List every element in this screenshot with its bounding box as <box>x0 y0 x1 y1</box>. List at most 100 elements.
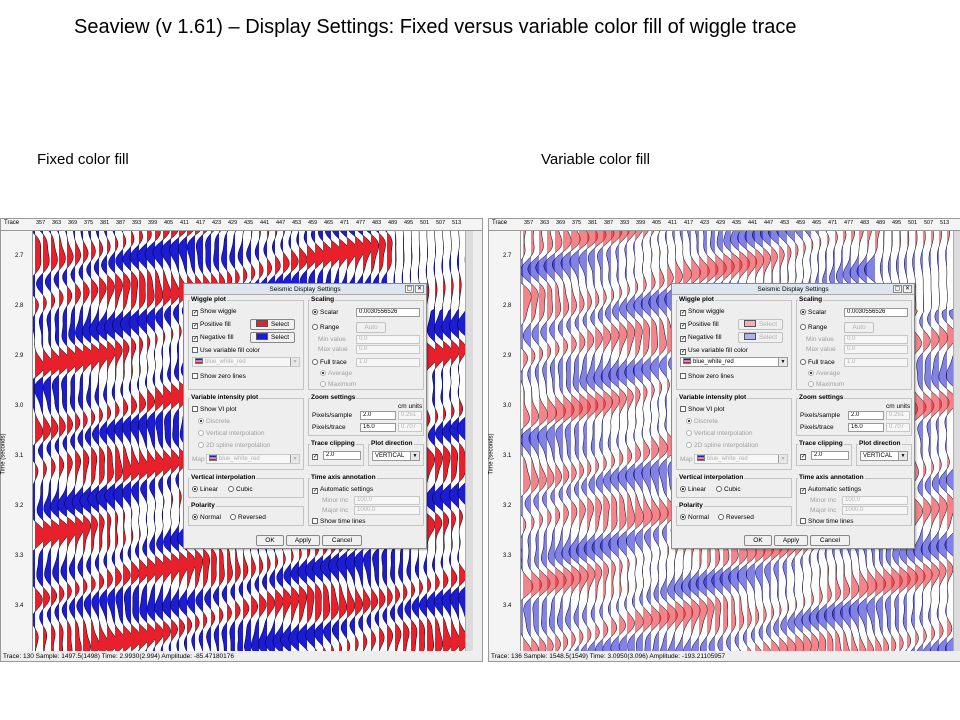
discrete-radio[interactable]: Discrete <box>686 418 718 425</box>
range-radio[interactable]: Range <box>800 324 827 331</box>
trace-tick-label: 405 <box>164 220 174 226</box>
vertical-interp-radio[interactable]: Vertical interpolation <box>198 430 265 437</box>
min-value-input[interactable]: 0.0 <box>844 335 908 344</box>
close-icon[interactable]: ✕ <box>903 285 912 293</box>
pixels-trace-input[interactable]: 16.0 <box>360 423 396 432</box>
maximize-icon[interactable]: ▢ <box>893 285 902 293</box>
plot-direction-select[interactable]: VERTICAL ▼ <box>860 451 908 461</box>
show-time-lines-checkbox[interactable]: Show time lines <box>312 518 366 525</box>
minor-inc-input[interactable]: 100.0 <box>354 496 420 505</box>
show-vi-checkbox[interactable]: Show VI plot <box>680 406 725 413</box>
trace-clipping-input[interactable]: 2.0 <box>323 451 361 460</box>
show-zero-lines-checkbox[interactable]: Show zero lines <box>192 373 246 380</box>
fill-colormap-select[interactable]: blue_white_red ▼ <box>680 357 788 367</box>
show-zero-lines-checkbox[interactable]: Show zero lines <box>680 373 734 380</box>
scalar-input[interactable]: 0.0030556526 <box>356 308 420 317</box>
pixels-sample-cm-input[interactable]: 0.251 <box>886 411 910 420</box>
vi-colormap-select[interactable]: blue_white_red ▼ <box>206 454 300 464</box>
normal-radio[interactable]: Normal <box>192 514 221 521</box>
cancel-button[interactable]: Cancel <box>810 535 850 546</box>
show-time-lines-checkbox[interactable]: Show time lines <box>800 518 854 525</box>
trace-clipping-checkbox[interactable]: ✓ <box>800 452 808 460</box>
cubic-radio[interactable]: Cubic <box>228 486 253 493</box>
vertical-scrollbar[interactable] <box>465 231 473 651</box>
vertical-scrollbar[interactable] <box>953 231 960 651</box>
negative-fill-trace <box>152 231 163 651</box>
reversed-radio[interactable]: Reversed <box>718 514 754 521</box>
use-variable-fill-checkbox[interactable]: ✓ Use variable fill color <box>680 347 748 355</box>
negative-fill-checkbox[interactable]: ✓ Negative fill <box>680 334 722 342</box>
use-variable-fill-checkbox[interactable]: Use variable fill color <box>192 347 260 354</box>
full-trace-radio[interactable]: Full trace <box>800 359 835 366</box>
wiggle-trace <box>152 231 174 651</box>
discrete-radio[interactable]: Discrete <box>198 418 230 425</box>
minor-inc-input[interactable]: 100.0 <box>842 496 908 505</box>
min-value-input[interactable]: 0.0 <box>356 335 420 344</box>
full-trace-input[interactable]: 1.0 <box>844 358 908 367</box>
full-trace-radio[interactable]: Full trace <box>312 359 347 366</box>
show-wiggle-checkbox[interactable]: ✓ Show wiggle <box>680 308 725 316</box>
pixels-trace-input[interactable]: 16.0 <box>848 423 884 432</box>
spline-radio[interactable]: 2D spline interpolation <box>686 442 758 449</box>
automatic-settings-checkbox[interactable]: ✓ Automatic settings <box>312 486 373 494</box>
fill-colormap-select[interactable]: blue_white_red ▼ <box>192 357 300 367</box>
positive-fill-select-button[interactable]: Select <box>250 319 295 330</box>
pixels-sample-input[interactable]: 2.0 <box>360 411 396 420</box>
linear-radio[interactable]: Linear <box>680 486 706 493</box>
major-inc-input[interactable]: 1000.0 <box>354 506 420 515</box>
apply-button[interactable]: Apply <box>286 535 320 546</box>
trace-tick-label: 501 <box>420 220 430 226</box>
pixels-trace-cm-input[interactable]: 0.707 <box>886 423 910 432</box>
auto-button[interactable]: Auto <box>356 322 386 333</box>
auto-button[interactable]: Auto <box>844 322 874 333</box>
average-radio[interactable]: Average <box>320 370 352 377</box>
range-label: Range <box>320 324 340 331</box>
vertical-interp-radio[interactable]: Vertical interpolation <box>686 430 753 437</box>
plot-direction-title: Plot direction <box>370 440 414 447</box>
average-radio[interactable]: Average <box>808 370 840 377</box>
positive-fill-checkbox[interactable]: ✓ Positive fill <box>192 321 231 329</box>
scalar-radio[interactable]: Scalar <box>312 309 338 316</box>
cancel-button[interactable]: Cancel <box>322 535 362 546</box>
positive-fill-checkbox[interactable]: ✓ Positive fill <box>680 321 719 329</box>
show-vi-checkbox[interactable]: Show VI plot <box>192 406 237 413</box>
reversed-radio[interactable]: Reversed <box>230 514 266 521</box>
full-trace-input[interactable]: 1.0 <box>356 358 420 367</box>
negative-fill-label: Negative fill <box>200 334 234 341</box>
ok-button[interactable]: OK <box>744 535 772 546</box>
close-icon[interactable]: ✕ <box>415 285 424 293</box>
apply-button[interactable]: Apply <box>774 535 808 546</box>
plot-direction-select[interactable]: VERTICAL ▼ <box>372 451 420 461</box>
pixels-sample-cm-input[interactable]: 0.251 <box>398 411 422 420</box>
negative-fill-trace <box>633 231 643 651</box>
automatic-settings-checkbox[interactable]: ✓ Automatic settings <box>800 486 861 494</box>
ok-button[interactable]: OK <box>256 535 284 546</box>
radio-icon <box>312 324 318 330</box>
major-inc-input[interactable]: 1000.0 <box>842 506 908 515</box>
trace-clipping-input[interactable]: 2.0 <box>811 451 849 460</box>
linear-radio[interactable]: Linear <box>192 486 218 493</box>
pixels-sample-input[interactable]: 2.0 <box>848 411 884 420</box>
maximum-radio[interactable]: Maximum <box>320 381 356 388</box>
show-wiggle-checkbox[interactable]: ✓ Show wiggle <box>192 308 237 316</box>
max-value-input[interactable]: 0.0 <box>356 345 420 354</box>
maximum-radio[interactable]: Maximum <box>808 381 844 388</box>
normal-radio[interactable]: Normal <box>680 514 709 521</box>
negative-fill-checkbox[interactable]: ✓ Negative fill <box>192 334 234 342</box>
max-value-input[interactable]: 0.0 <box>844 345 908 354</box>
trace-tick-label: 489 <box>388 220 398 226</box>
cubic-radio[interactable]: Cubic <box>716 486 741 493</box>
maximize-icon[interactable]: ▢ <box>405 285 414 293</box>
time-tick-label: 3.4 <box>503 603 512 609</box>
scalar-radio[interactable]: Scalar <box>800 309 826 316</box>
pixels-trace-cm-input[interactable]: 0.707 <box>398 423 422 432</box>
vi-colormap-select[interactable]: blue_white_red ▼ <box>694 454 788 464</box>
spline-radio[interactable]: 2D spline interpolation <box>198 442 270 449</box>
negative-fill-select-button[interactable]: Select <box>250 332 295 343</box>
trace-clipping-checkbox[interactable]: ✓ <box>312 452 320 460</box>
scalar-input[interactable]: 0.0030556526 <box>844 308 908 317</box>
chevron-down-icon: ▼ <box>290 358 299 366</box>
positive-fill-select-button[interactable]: Select <box>738 319 783 330</box>
range-radio[interactable]: Range <box>312 324 339 331</box>
negative-fill-select-button[interactable]: Select <box>738 332 783 343</box>
